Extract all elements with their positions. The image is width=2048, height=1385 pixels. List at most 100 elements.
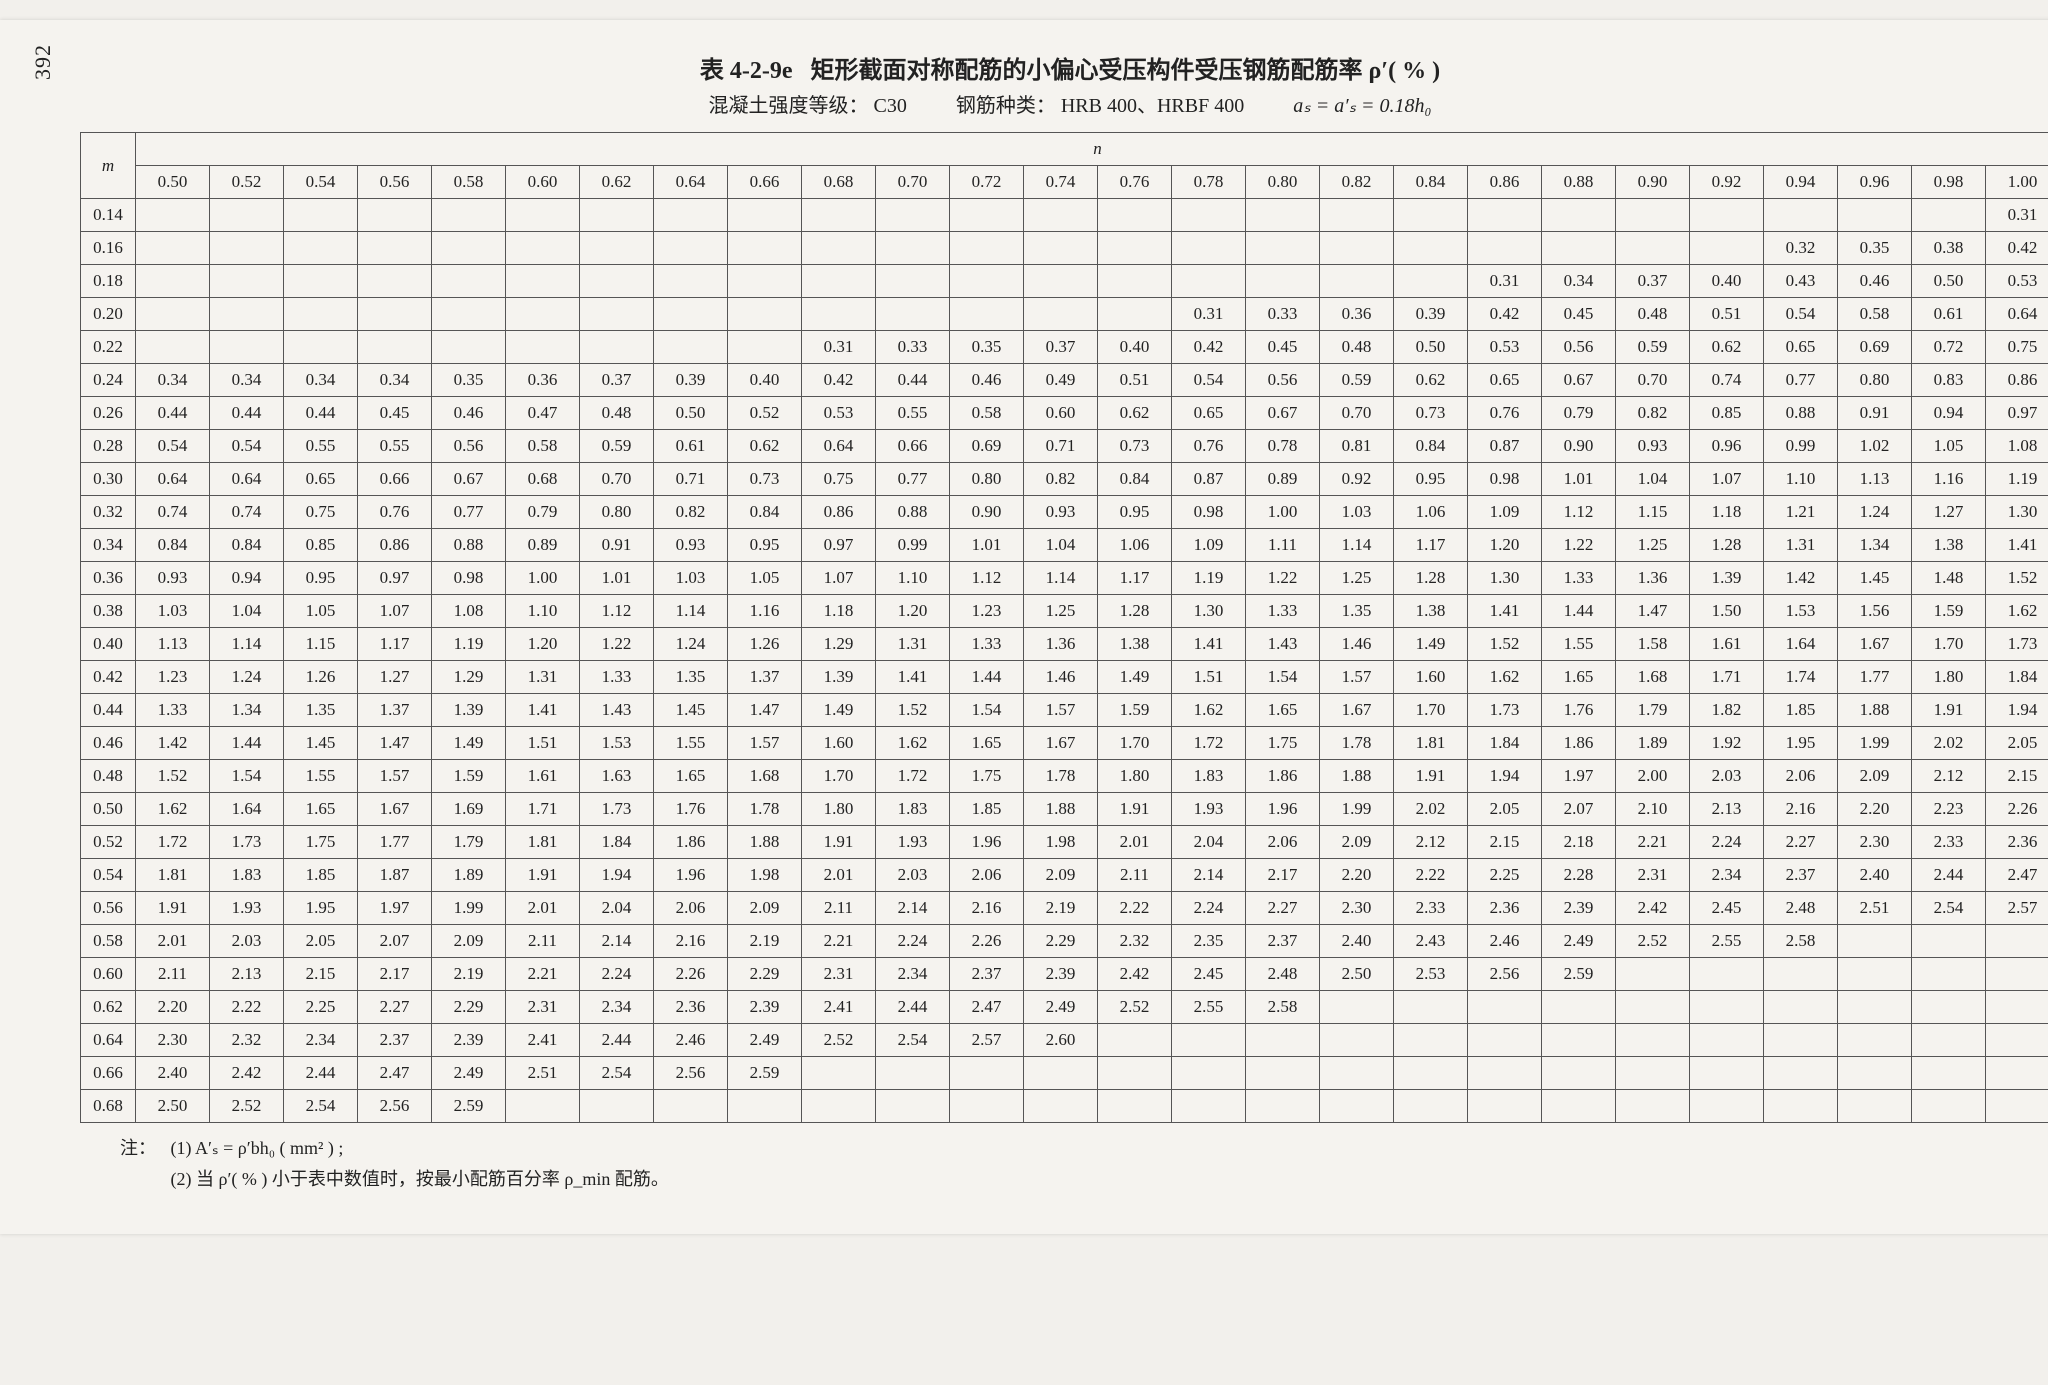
data-cell: 0.64 [210, 463, 284, 496]
data-cell: 1.65 [950, 727, 1024, 760]
data-cell [358, 232, 432, 265]
data-cell: 0.54 [136, 430, 210, 463]
data-cell: 1.43 [580, 694, 654, 727]
data-cell: 2.14 [1172, 859, 1246, 892]
data-cell: 1.00 [1246, 496, 1320, 529]
title-prefix: 表 4-2-9e [700, 58, 793, 84]
data-cell: 1.88 [1320, 760, 1394, 793]
data-cell: 2.20 [136, 991, 210, 1024]
data-cell: 2.16 [1764, 793, 1838, 826]
header-n-value: 0.92 [1690, 166, 1764, 199]
data-cell: 0.95 [728, 529, 802, 562]
data-cell: 1.88 [1024, 793, 1098, 826]
data-cell: 1.10 [876, 562, 950, 595]
data-cell: 1.51 [1172, 661, 1246, 694]
data-cell [1172, 265, 1246, 298]
data-cell: 2.46 [654, 1024, 728, 1057]
data-cell: 1.78 [1024, 760, 1098, 793]
data-cell: 0.73 [1394, 397, 1468, 430]
data-cell: 2.54 [1912, 892, 1986, 925]
data-cell [654, 265, 728, 298]
data-cell: 1.72 [1172, 727, 1246, 760]
data-cell: 1.91 [136, 892, 210, 925]
data-cell: 2.46 [1468, 925, 1542, 958]
data-cell: 0.82 [1616, 397, 1690, 430]
data-cell: 1.28 [1690, 529, 1764, 562]
data-cell: 0.77 [1764, 364, 1838, 397]
data-cell: 0.71 [654, 463, 728, 496]
data-cell: 0.32 [1764, 232, 1838, 265]
data-cell [1172, 199, 1246, 232]
data-cell: 1.83 [1172, 760, 1246, 793]
data-cell: 2.13 [210, 958, 284, 991]
data-cell: 1.06 [1098, 529, 1172, 562]
data-cell [950, 1057, 1024, 1090]
table-row: 0.541.811.831.851.871.891.911.941.961.98… [81, 859, 2048, 892]
note-1: (1) A′ₛ = ρ′bh₀ ( mm² ) ; [171, 1138, 344, 1158]
data-cell: 2.28 [1542, 859, 1616, 892]
data-cell: 1.86 [654, 826, 728, 859]
data-cell: 1.17 [1394, 529, 1468, 562]
data-cell [654, 298, 728, 331]
data-cell: 1.99 [1838, 727, 1912, 760]
data-cell: 0.31 [1468, 265, 1542, 298]
table-row: 0.381.031.041.051.071.081.101.121.141.16… [81, 595, 2048, 628]
data-cell [1690, 199, 1764, 232]
data-cell [580, 298, 654, 331]
data-cell [1320, 991, 1394, 1024]
data-cell [580, 331, 654, 364]
data-cell: 1.34 [1838, 529, 1912, 562]
data-cell: 1.85 [950, 793, 1024, 826]
data-cell: 1.61 [506, 760, 580, 793]
data-cell: 0.48 [1320, 331, 1394, 364]
data-cell: 0.65 [1172, 397, 1246, 430]
data-cell [876, 1090, 950, 1123]
m-cell: 0.50 [81, 793, 136, 826]
data-cell: 2.09 [1320, 826, 1394, 859]
data-cell: 2.29 [432, 991, 506, 1024]
data-cell: 1.24 [210, 661, 284, 694]
page-number: 392 [30, 44, 56, 80]
data-cell: 2.32 [210, 1024, 284, 1057]
data-cell: 1.65 [1246, 694, 1320, 727]
data-cell: 1.33 [580, 661, 654, 694]
data-cell: 0.97 [802, 529, 876, 562]
data-cell: 0.62 [1394, 364, 1468, 397]
data-cell: 2.49 [728, 1024, 802, 1057]
data-cell: 1.67 [1838, 628, 1912, 661]
m-cell: 0.54 [81, 859, 136, 892]
data-cell: 1.70 [1394, 694, 1468, 727]
data-cell: 2.16 [654, 925, 728, 958]
header-n-value: 0.74 [1024, 166, 1098, 199]
data-cell: 1.45 [1838, 562, 1912, 595]
table-row: 0.662.402.422.442.472.492.512.542.562.59 [81, 1057, 2048, 1090]
data-cell: 1.35 [1320, 595, 1394, 628]
data-cell: 1.49 [1394, 628, 1468, 661]
data-cell [284, 298, 358, 331]
data-cell: 2.19 [432, 958, 506, 991]
data-cell: 2.40 [136, 1057, 210, 1090]
data-cell: 2.29 [728, 958, 802, 991]
data-cell: 2.55 [1690, 925, 1764, 958]
header-n-value: 0.62 [580, 166, 654, 199]
data-cell: 1.25 [1024, 595, 1098, 628]
data-cell: 1.53 [580, 727, 654, 760]
data-cell: 0.71 [1024, 430, 1098, 463]
data-cell: 1.36 [1616, 562, 1690, 595]
data-cell: 0.73 [728, 463, 802, 496]
data-cell [876, 298, 950, 331]
data-cell: 2.16 [950, 892, 1024, 925]
data-cell: 0.99 [876, 529, 950, 562]
data-cell [1912, 1057, 1986, 1090]
data-cell: 1.67 [1024, 727, 1098, 760]
data-cell [1616, 199, 1690, 232]
data-cell: 2.54 [876, 1024, 950, 1057]
data-cell: 2.31 [506, 991, 580, 1024]
data-cell: 0.54 [1764, 298, 1838, 331]
data-cell: 0.75 [1986, 331, 2048, 364]
data-cell [1690, 232, 1764, 265]
subtitle-concrete-value: C30 [874, 95, 907, 117]
header-n-value: 0.94 [1764, 166, 1838, 199]
data-cell: 1.38 [1098, 628, 1172, 661]
data-cell: 0.37 [580, 364, 654, 397]
